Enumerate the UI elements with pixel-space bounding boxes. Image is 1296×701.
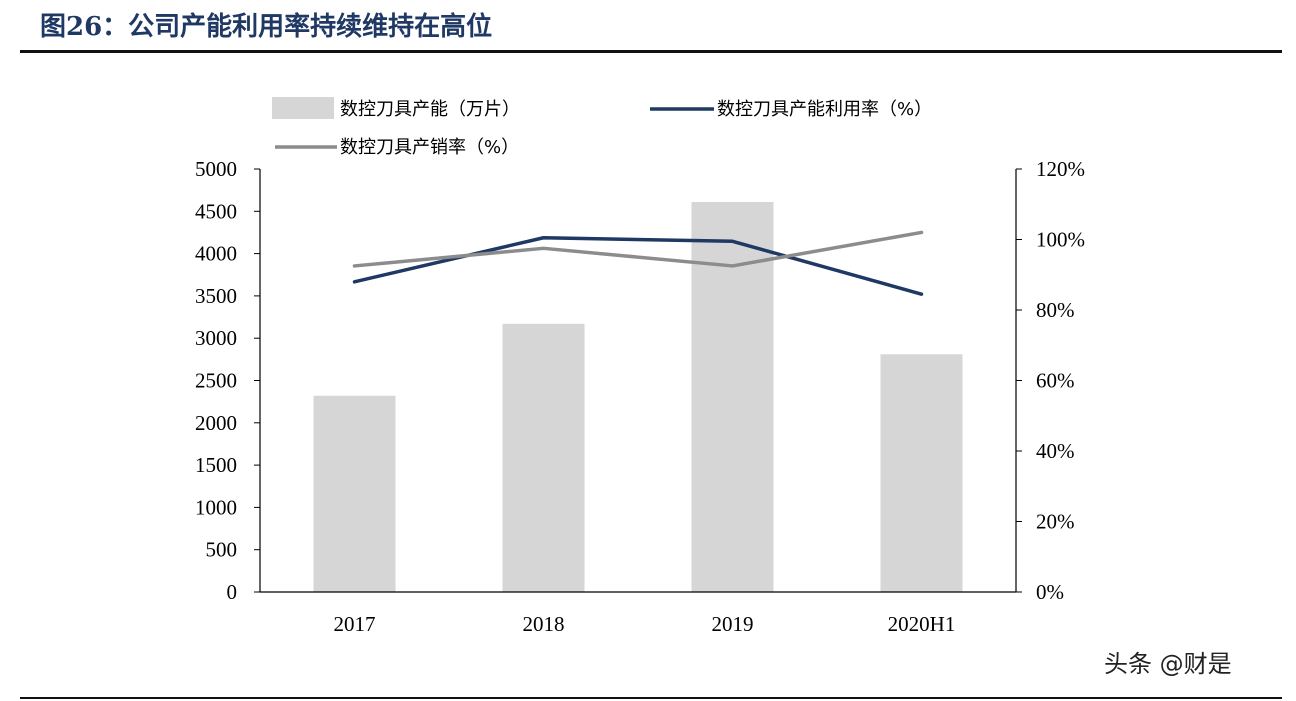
left-tick-label: 1000 <box>195 495 237 519</box>
left-tick-label: 3500 <box>195 284 237 308</box>
legend-label-utilization: 数控刀具产能利用率（%） <box>717 99 932 120</box>
left-tick-label: 4000 <box>195 242 237 266</box>
top-rule <box>20 50 1282 53</box>
line-series-1 <box>352 235 924 296</box>
bottom-rule <box>20 697 1282 699</box>
left-tick-label: 2000 <box>195 411 237 435</box>
legend: 数控刀具产能（万片） 数控刀具产能利用率（%） 数控刀具产销率（%） <box>272 97 932 158</box>
right-tick-label: 40% <box>1036 439 1075 463</box>
right-tick-label: 60% <box>1036 369 1075 393</box>
left-tick-label: 0 <box>227 580 238 604</box>
legend-label-sales: 数控刀具产销率（%） <box>340 137 519 158</box>
figure-title: 图26：公司产能利用率持续维持在高位 <box>40 12 493 42</box>
bar-2020H1 <box>880 354 963 592</box>
right-tick-label: 20% <box>1036 510 1075 534</box>
legend-swatch-bar <box>272 97 334 119</box>
x-tick-label-2017: 2017 <box>334 612 376 636</box>
right-tick-label: 120% <box>1036 157 1085 181</box>
axes <box>254 168 1022 593</box>
right-tick-label: 100% <box>1036 228 1085 252</box>
bar-2018 <box>502 323 585 592</box>
right-tick-label: 0% <box>1036 580 1064 604</box>
x-tick-label-2019: 2019 <box>712 612 754 636</box>
left-tick-label: 2500 <box>195 369 237 393</box>
left-tick-label: 1500 <box>195 453 237 477</box>
legend-label-bar: 数控刀具产能（万片） <box>340 99 520 120</box>
line-series-2 <box>352 230 924 268</box>
left-tick-label: 500 <box>206 538 238 562</box>
left-tick-label: 5000 <box>195 157 237 181</box>
tick-labels: 0 500 1000 1500 2000 2500 3000 3500 4000 4500 5000… <box>195 157 1085 636</box>
bar-2017 <box>313 395 396 592</box>
watermark: 头条 @财是 <box>1104 650 1232 678</box>
line-series <box>352 230 924 296</box>
left-tick-label: 4500 <box>195 199 237 223</box>
x-tick-label-2020H1: 2020H1 <box>888 612 956 636</box>
x-tick-label-2018: 2018 <box>523 612 565 636</box>
right-tick-label: 80% <box>1036 298 1075 322</box>
left-tick-label: 3000 <box>195 326 237 350</box>
